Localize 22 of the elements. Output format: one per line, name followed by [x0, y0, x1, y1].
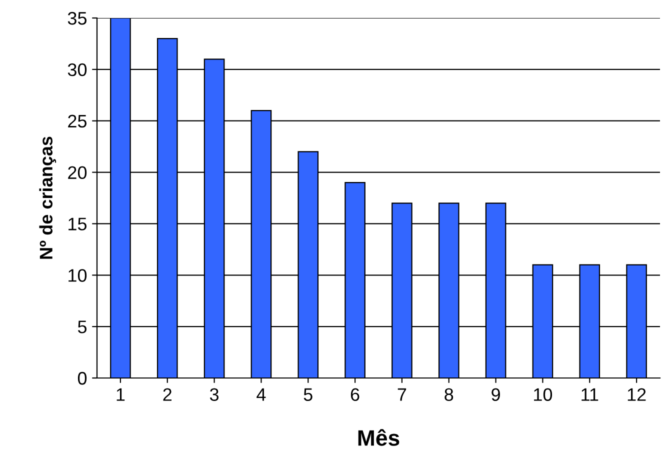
x-tick-label: 11	[582, 388, 598, 401]
x-tick-label: 12	[628, 388, 646, 401]
x-tick-label: 4	[256, 388, 266, 401]
y-tick-label: 30	[68, 63, 87, 76]
x-tick-label: 6	[350, 388, 360, 401]
y-tick-label: 15	[68, 218, 87, 230]
y-tick-label: 0	[78, 372, 87, 385]
y-tick-label: 20	[68, 166, 87, 180]
x-tick-label: 1	[116, 388, 125, 401]
y-tick-label: 5	[78, 320, 87, 334]
y-tick-label: 35	[68, 12, 87, 25]
x-tick-label: 7	[398, 388, 406, 401]
y-axis-title: Nº de crianças	[39, 136, 56, 259]
x-tick-label: 9	[492, 388, 500, 401]
x-tick-label: 2	[163, 388, 172, 401]
x-tick-label: 8	[444, 388, 454, 401]
x-axis-title: Mês	[358, 429, 400, 446]
x-tick-label: 5	[304, 388, 312, 401]
x-tick-label: 10	[534, 388, 552, 401]
y-tick-label: 25	[68, 114, 87, 128]
y-tick-label: 10	[68, 269, 87, 282]
x-tick-label: 3	[210, 388, 219, 401]
